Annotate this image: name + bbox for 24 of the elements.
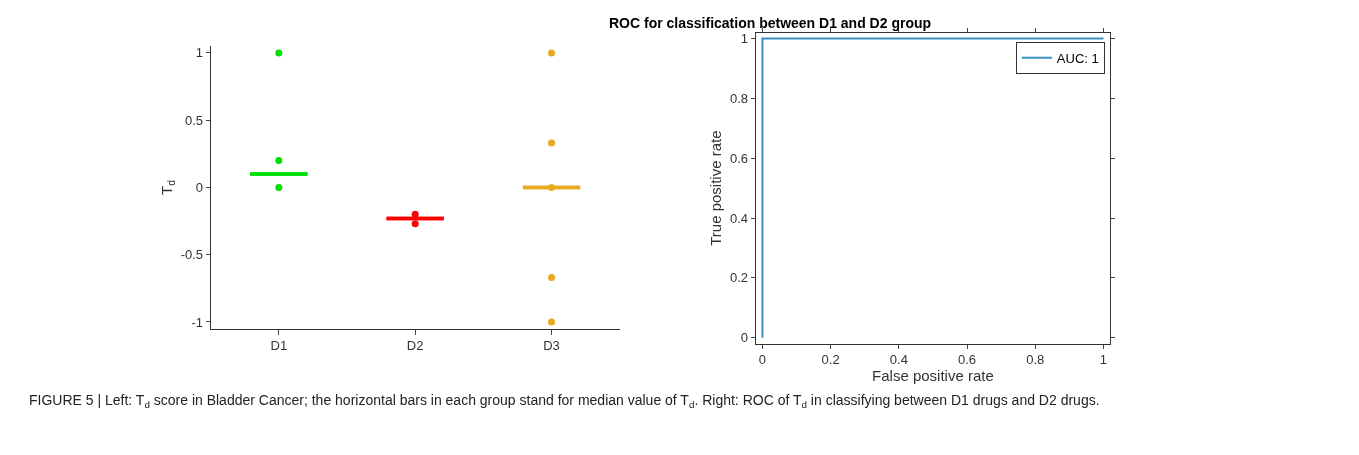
- x-tick-label: D2: [406, 338, 424, 354]
- legend-label: AUC: 1: [1056, 50, 1099, 66]
- y-tick-label: 0.6: [729, 150, 748, 166]
- y-tick-label: -0.5: [180, 247, 204, 263]
- y-axis-title: True positive rate: [707, 130, 725, 246]
- y-tick-label: 0: [195, 180, 204, 195]
- y-tick-label: 0.4: [729, 210, 748, 226]
- y-tick-label: 1: [740, 31, 748, 47]
- x-tick-label: 0: [758, 352, 767, 368]
- x-tick-label: D3: [543, 338, 560, 354]
- y-tick-label: 1: [195, 45, 204, 61]
- y-tick-label: 0.2: [729, 270, 748, 286]
- x-tick-label: 0.6: [958, 352, 977, 368]
- x-tick-label: 0.4: [889, 352, 908, 368]
- x-tick-label: 0.2: [821, 352, 840, 368]
- y-tick-label: 0.8: [729, 90, 748, 106]
- x-tick-label: 0.8: [1026, 352, 1045, 368]
- x-tick-label: 1: [1099, 352, 1108, 368]
- x-axis-title: False positive rate: [872, 367, 994, 385]
- y-tick-label: -1: [191, 314, 204, 330]
- caption: FIGURE 5 | Left: T$_{d}$ score in Bladder Cancer; the horizontal bars in each group stand for median value of T$_{d}$. Right: ROC of T$_{d}$ in classifying between D1 drugs and D2 drugs.: [29, 392, 1100, 410]
- y-tick-label: 0.5: [184, 112, 204, 128]
- x-tick-label: D1: [270, 338, 288, 354]
- chart-title: ROC for classification between D1 and D2 group: [609, 15, 932, 31]
